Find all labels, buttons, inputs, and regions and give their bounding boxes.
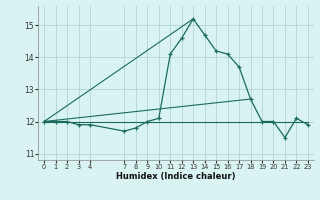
X-axis label: Humidex (Indice chaleur): Humidex (Indice chaleur) — [116, 172, 236, 181]
